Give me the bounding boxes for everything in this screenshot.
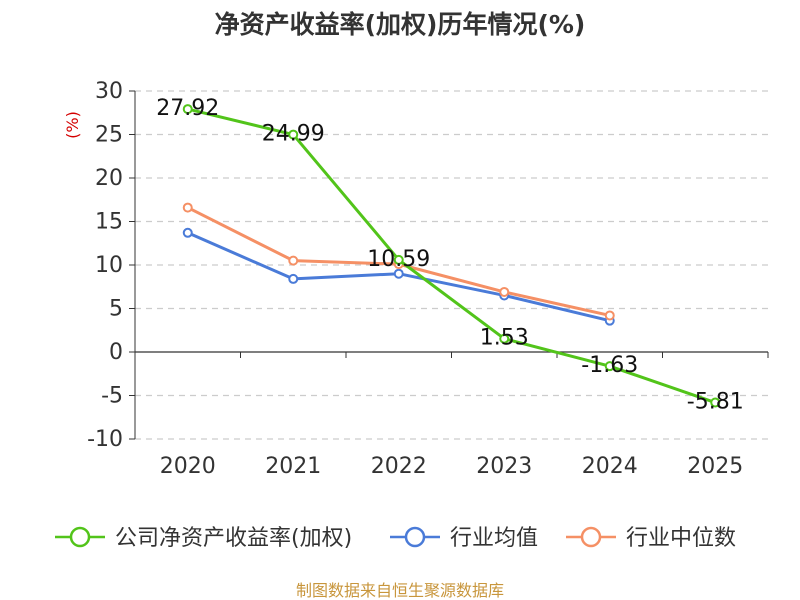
y-tick-label: 5 <box>109 297 123 322</box>
data-label: 10.59 <box>367 247 430 272</box>
y-tick-label: 30 <box>95 79 123 104</box>
chart-title: 净资产收益率(加权)历年情况(%) <box>215 10 586 39</box>
data-point-1 <box>393 268 404 279</box>
data-point-2 <box>604 310 615 321</box>
legend-marker-0 <box>69 526 91 548</box>
y-tick-label: -10 <box>87 427 123 452</box>
legend: 公司净资产收益率(加权) 行业均值 行业中位数 <box>55 526 736 551</box>
x-tick-label: 2023 <box>476 454 532 479</box>
data-point-2 <box>182 202 193 213</box>
data-point-2 <box>499 286 510 297</box>
y-tick-label: 20 <box>95 166 123 191</box>
y-tick-label: 0 <box>109 340 123 365</box>
data-point-0 <box>604 361 615 372</box>
data-label: 1.53 <box>480 326 529 351</box>
x-tick-label: 2021 <box>265 454 321 479</box>
axis-layer: 30 25 20 15 10 5 0 -5 -10 2020 2021 2022 2023 2024 202… <box>87 79 769 479</box>
data-label: -5.81 <box>687 390 744 415</box>
data-point-1 <box>182 227 193 238</box>
legend-label-1: 行业均值 <box>450 526 538 551</box>
data-point-0 <box>182 104 193 115</box>
y-tick-label: 25 <box>95 123 123 148</box>
series-layer <box>182 104 721 408</box>
data-point-0 <box>393 254 404 265</box>
data-point-0 <box>288 129 299 140</box>
y-tick-label: -5 <box>101 384 123 409</box>
x-tick-label: 2024 <box>582 454 638 479</box>
data-label-layer: 27.92 24.99 10.59 1.53 -1.63 -5.81 <box>156 96 743 414</box>
data-label: -1.63 <box>581 353 638 378</box>
data-source-note: 制图数据来自恒生聚源数据库 <box>296 581 504 600</box>
y-tick-label: 15 <box>95 210 123 235</box>
series-line-0 <box>187 107 716 404</box>
legend-marker-2 <box>580 526 602 548</box>
data-point-1 <box>288 273 299 284</box>
y-tick-label: 10 <box>95 253 123 278</box>
data-label: 24.99 <box>262 122 325 147</box>
legend-label-2: 行业中位数 <box>626 526 736 551</box>
legend-marker-1 <box>404 526 426 548</box>
data-label: 27.92 <box>156 96 219 121</box>
data-point-0 <box>710 397 721 408</box>
x-tick-label: 2022 <box>371 454 427 479</box>
legend-label-0: 公司净资产收益率(加权) <box>115 526 352 551</box>
data-point-2 <box>288 255 299 266</box>
y-axis-unit-label: (%) <box>63 111 82 139</box>
x-tick-label: 2025 <box>687 454 743 479</box>
data-point-0 <box>499 333 510 344</box>
x-tick-label: 2020 <box>160 454 216 479</box>
